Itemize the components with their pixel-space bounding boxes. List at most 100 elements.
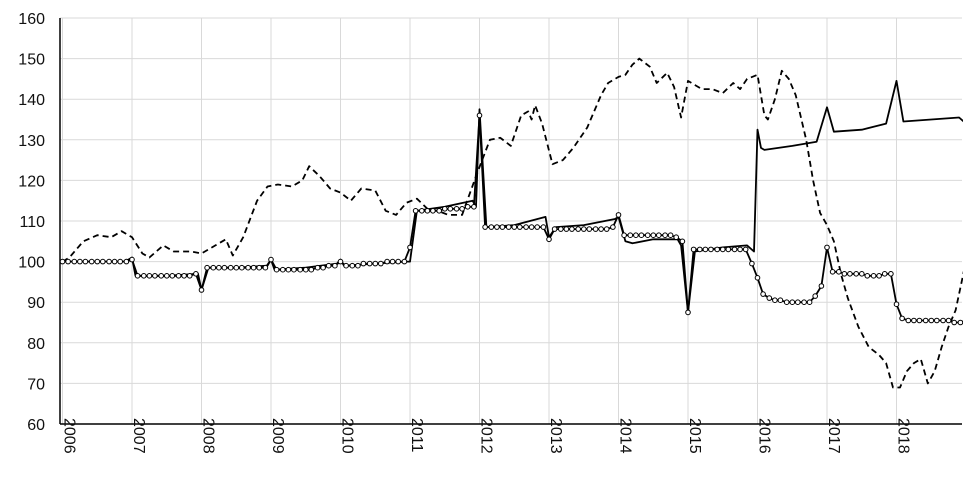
data-point-marker (894, 302, 899, 307)
data-point-marker (194, 272, 199, 277)
data-point-marker (112, 259, 117, 264)
data-point-marker (616, 213, 621, 218)
data-point-marker (860, 272, 865, 277)
data-point-marker (628, 233, 633, 238)
data-point-marker (101, 259, 106, 264)
data-point-marker (413, 209, 418, 214)
data-point-marker (813, 294, 818, 299)
y-tick-label: 130 (18, 133, 45, 150)
data-point-marker (187, 274, 192, 279)
data-point-marker (912, 318, 917, 323)
data-point-marker (373, 261, 378, 266)
data-point-marker (286, 267, 291, 272)
data-point-marker (825, 245, 830, 250)
data-point-marker (807, 300, 812, 305)
data-point-marker (385, 259, 390, 264)
data-point-marker (263, 265, 268, 270)
data-point-marker (367, 261, 372, 266)
data-point-marker (72, 259, 77, 264)
x-tick-label: 2007 (130, 418, 147, 454)
x-tick-label: 2011 (408, 418, 425, 453)
x-tick-label: 2009 (269, 418, 286, 454)
data-point-marker (269, 257, 274, 262)
data-point-marker (274, 267, 279, 272)
data-point-marker (396, 259, 401, 264)
y-tick-label: 70 (27, 376, 45, 393)
data-point-marker (604, 227, 609, 232)
data-point-marker (703, 247, 708, 252)
data-point-marker (721, 247, 726, 252)
data-point-marker (211, 265, 216, 270)
data-point-marker (350, 263, 355, 268)
data-point-marker (199, 288, 204, 293)
data-point-marker (576, 227, 581, 232)
data-point-marker (95, 259, 100, 264)
data-point-marker (854, 272, 859, 277)
data-point-marker (135, 274, 140, 279)
data-point-marker (89, 259, 94, 264)
data-point-marker (477, 113, 482, 118)
data-point-marker (500, 225, 505, 230)
data-point-marker (118, 259, 123, 264)
data-point-marker (448, 207, 453, 212)
data-point-marker (552, 227, 557, 232)
data-point-marker (668, 233, 673, 238)
gridlines (60, 18, 962, 424)
data-point-marker (217, 265, 222, 270)
y-tick-label: 80 (27, 336, 45, 353)
data-point-marker (390, 259, 395, 264)
data-point-marker (923, 318, 928, 323)
data-point-marker (946, 318, 951, 323)
data-point-marker (837, 270, 842, 275)
data-point-marker (529, 225, 534, 230)
data-point-marker (726, 247, 731, 252)
series-group (60, 59, 963, 388)
data-point-marker (147, 274, 152, 279)
data-point-marker (715, 247, 720, 252)
data-point-marker (657, 233, 662, 238)
data-point-marker (344, 263, 349, 268)
data-point-marker (645, 233, 650, 238)
y-tick-label: 60 (27, 417, 45, 434)
y-tick-label: 160 (18, 11, 45, 28)
data-point-marker (315, 265, 320, 270)
data-point-marker (379, 261, 384, 266)
data-point-marker (356, 263, 361, 268)
x-tick-label: 2014 (617, 418, 634, 454)
data-point-marker (483, 225, 488, 230)
data-point-marker (587, 227, 592, 232)
data-point-marker (489, 225, 494, 230)
data-point-marker (709, 247, 714, 252)
data-point-marker (472, 205, 477, 210)
data-point-marker (338, 259, 343, 264)
data-point-marker (251, 265, 256, 270)
data-point-marker (582, 227, 587, 232)
data-point-marker (622, 233, 627, 238)
data-point-marker (408, 245, 413, 250)
data-point-marker (842, 272, 847, 277)
data-point-marker (420, 209, 425, 214)
data-point-marker (680, 239, 685, 244)
x-tick-label: 2013 (547, 418, 564, 454)
data-point-marker (425, 209, 430, 214)
data-point-marker (309, 267, 314, 272)
data-point-marker (559, 227, 564, 232)
data-point-marker (611, 225, 616, 230)
x-tick-label: 2017 (825, 418, 842, 454)
data-point-marker (153, 274, 158, 279)
data-point-marker (506, 225, 511, 230)
data-point-marker (906, 318, 911, 323)
data-point-marker (205, 265, 210, 270)
data-point-marker (564, 227, 569, 232)
data-point-marker (877, 274, 882, 279)
data-point-marker (292, 267, 297, 272)
data-point-marker (750, 261, 755, 266)
y-tick-label: 140 (18, 92, 45, 109)
data-point-marker (773, 298, 778, 303)
data-point-marker (518, 225, 523, 230)
data-point-marker (802, 300, 807, 305)
data-point-marker (541, 225, 546, 230)
x-tick-label: 2010 (339, 418, 356, 454)
x-tick-label: 2006 (61, 418, 78, 454)
data-point-marker (686, 310, 691, 315)
